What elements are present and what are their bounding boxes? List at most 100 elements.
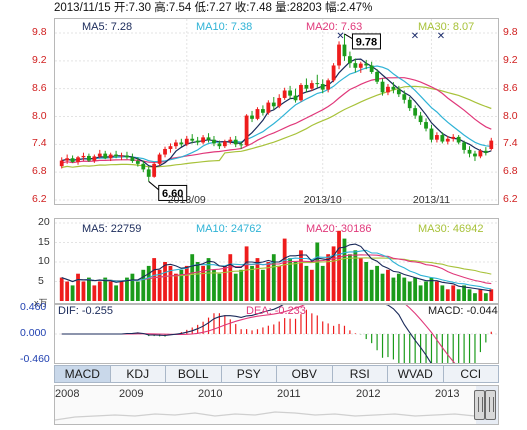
candle-body[interactable] [157,154,162,164]
volume-bar[interactable] [271,254,276,301]
volume-bar[interactable] [418,285,423,301]
candle-body[interactable] [266,102,271,113]
candle-body[interactable] [103,153,108,159]
volume-bar[interactable] [380,273,385,301]
candle-body[interactable] [440,135,445,142]
candle-body[interactable] [239,144,244,146]
volume-bar[interactable] [348,254,352,301]
candle-body[interactable] [435,135,439,140]
candle-body[interactable] [163,148,167,155]
volume-bar[interactable] [195,262,200,301]
volume-bar[interactable] [293,262,298,301]
candle-body[interactable] [358,63,363,68]
volume-bar[interactable] [309,269,314,301]
volume-bar[interactable] [440,285,445,301]
candle-body[interactable] [92,156,97,161]
volume-bar[interactable] [228,254,233,301]
volume-bar[interactable] [168,265,173,301]
volume-bar[interactable] [369,269,374,301]
volume-bar[interactable] [315,242,320,302]
volume-bar[interactable] [342,238,347,301]
volume-bar[interactable] [212,269,216,301]
volume-bar[interactable] [402,277,407,301]
candle-body[interactable] [233,139,238,145]
volume-bar[interactable] [76,273,80,301]
tab-wvad[interactable]: WVAD [388,366,444,382]
volume-bar[interactable] [456,289,461,301]
event-marker-icon[interactable]: ✕ [437,31,445,42]
volume-bar[interactable] [114,285,118,301]
event-marker-icon[interactable]: ✕ [336,31,344,42]
candle-body[interactable] [277,97,282,107]
candle-body[interactable] [212,139,216,144]
volume-bar[interactable] [288,258,292,301]
candle-body[interactable] [70,158,75,162]
candle-body[interactable] [456,136,461,143]
candle-body[interactable] [315,83,320,85]
candle-body[interactable] [467,149,472,154]
volume-bar[interactable] [125,277,129,301]
candle-body[interactable] [255,109,260,119]
candle-body[interactable] [152,163,157,177]
volume-bar[interactable] [59,277,64,301]
tab-obv[interactable]: OBV [277,366,333,382]
volume-bar[interactable] [119,281,124,302]
candle-body[interactable] [391,86,396,90]
candle-body[interactable] [141,163,146,170]
candle-body[interactable] [337,44,341,66]
candle-body[interactable] [97,153,102,157]
candle-body[interactable] [396,89,401,95]
candle-body[interactable] [146,169,151,177]
tab-macd[interactable]: MACD [55,366,111,382]
volume-bar[interactable] [103,277,108,301]
candle-body[interactable] [462,142,466,150]
volume-bar[interactable] [451,285,456,301]
candle-body[interactable] [348,56,352,64]
candle-body[interactable] [168,146,173,149]
volume-bar[interactable] [462,285,466,301]
volume-bar[interactable] [222,265,227,301]
navigator-right-handle[interactable] [485,390,496,420]
volume-chart[interactable] [55,219,498,303]
volume-bar[interactable] [353,250,358,301]
macd-chart[interactable] [55,305,498,363]
candle-body[interactable] [261,109,265,113]
candle-body[interactable] [206,137,211,140]
candle-body[interactable] [201,137,205,143]
candle-body[interactable] [87,155,91,161]
volume-bar[interactable] [320,265,325,301]
candle-body[interactable] [369,65,374,72]
volume-bar[interactable] [65,281,70,302]
candle-body[interactable] [364,63,369,66]
volume-bar[interactable] [206,258,211,301]
volume-bar[interactable] [331,246,336,301]
candle-body[interactable] [222,141,227,147]
candle-body[interactable] [119,155,124,157]
candle-body[interactable] [59,160,64,167]
volume-bar[interactable] [467,289,472,301]
candle-body[interactable] [326,80,331,90]
candle-body[interactable] [228,139,233,142]
candle-body[interactable] [402,94,407,100]
candle-body[interactable] [407,99,412,109]
candle-body[interactable] [76,157,80,162]
volume-bar[interactable] [135,281,140,302]
volume-bar[interactable] [97,281,102,302]
candle-body[interactable] [413,108,418,116]
candle-body[interactable] [473,153,477,157]
candle-body[interactable] [174,142,178,147]
candle-body[interactable] [81,155,86,158]
candle-body[interactable] [184,138,189,145]
tab-boll[interactable]: BOLL [166,366,222,382]
candle-body[interactable] [304,84,309,89]
volume-bar[interactable] [157,269,162,301]
candle-body[interactable] [445,138,450,142]
volume-bar[interactable] [108,281,113,302]
candle-body[interactable] [65,158,70,161]
volume-bar[interactable] [152,258,157,301]
candle-body[interactable] [342,44,347,57]
volume-bar[interactable] [429,277,434,301]
volume-bar[interactable] [282,238,287,301]
candle-body[interactable] [429,128,434,140]
price-chart[interactable]: 6.60 9.78 ✕ ✕ ✕ 2013/09 2013/10 2013/11 [55,19,498,204]
